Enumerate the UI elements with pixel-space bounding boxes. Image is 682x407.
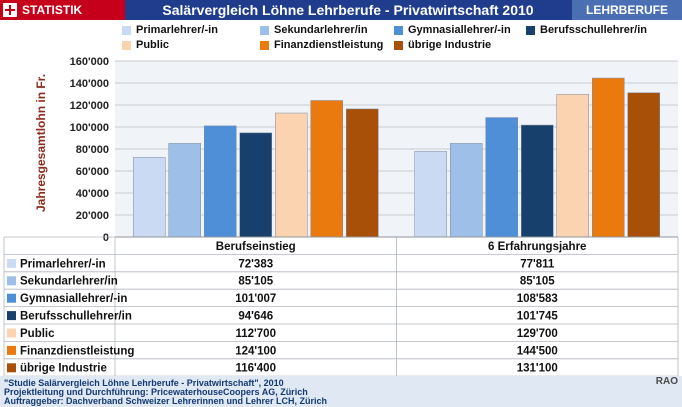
legend-swatch — [260, 41, 269, 50]
legend-label: Primarlehrer/-in — [136, 24, 218, 36]
table-row-name: Sekundarlehrer/in — [20, 276, 118, 288]
legend-label: Finanzdienstleistung — [274, 39, 384, 51]
table-row-name: Gymnasiallehrer/-in — [20, 293, 127, 305]
table-row-name: Primarlehrer/-in — [20, 258, 106, 270]
bar-gymnasiallehrer-in-berufseinstieg — [204, 125, 237, 238]
data-label: 101'007 — [235, 293, 276, 305]
data-label: 129'700 — [517, 328, 558, 340]
table-row-swatch — [7, 276, 16, 286]
legend-label: übrige Industrie — [408, 39, 492, 51]
table-row-swatch — [7, 258, 16, 268]
y-tick-label: 140'000 — [70, 78, 109, 90]
table-row-swatch — [7, 328, 16, 338]
bar-uebrige-industrie-6-erfahrungsjahre — [627, 92, 660, 238]
bar-uebrige-industrie-berufseinstieg — [346, 108, 379, 238]
y-tick-label: 20'000 — [76, 210, 109, 222]
y-tick-label: 80'000 — [76, 144, 109, 156]
section-badge: LEHRBERUFE — [572, 0, 682, 20]
footer-source: "Studie Salärvergleich Löhne Lehrberufe … — [4, 378, 284, 388]
legend-swatch — [122, 26, 131, 35]
table-row-swatch — [7, 293, 16, 303]
data-label: 72'383 — [238, 258, 273, 270]
table-row-swatch — [7, 363, 16, 373]
chart-legend: Primarlehrer/-in Sekundarlehrer/in Gymnasi… — [0, 20, 682, 56]
bar-sekundarlehrer-in-6-erfahrungsjahre — [450, 143, 483, 238]
footer: "Studie Salärvergleich Löhne Lehrberufe … — [0, 376, 682, 407]
legend-swatch — [122, 41, 131, 50]
swiss-cross-icon — [3, 3, 17, 17]
table-row-swatch — [7, 345, 16, 355]
table-row-swatch — [7, 311, 16, 321]
data-table: Berufseinstieg 6 Erfahrungsjahre Primarleh… — [3, 236, 679, 376]
legend-swatch — [526, 26, 535, 35]
bar-finanzdienstleistung-6-erfahrungsjahre — [592, 77, 625, 238]
legend-swatch — [394, 26, 403, 35]
rao-logo: RAO — [655, 376, 678, 387]
bar-primarlehrer-in-6-erfahrungsjahre — [414, 151, 447, 238]
x-category-label: Berufseinstieg — [216, 241, 296, 253]
legend-label: Sekundarlehrer/in — [274, 24, 368, 36]
table-row-name: Berufsschullehrer/in — [20, 311, 132, 323]
legend-label: Gymnasiallehrer/-in — [408, 24, 511, 36]
y-axis-label: Jahresgesamtlohn in Fr. — [34, 74, 48, 212]
data-label: 77'811 — [520, 258, 555, 270]
y-tick-label: 0 — [103, 232, 109, 244]
data-label: 108'583 — [517, 293, 558, 305]
y-tick-label: 40'000 — [76, 188, 109, 200]
header-bar: STATISTIK SCHWEIZ Salärvergleich Löhne L… — [0, 0, 682, 37]
y-tick-label: 60'000 — [76, 166, 109, 178]
legend-swatch — [394, 41, 403, 50]
page-title: Salärvergleich Löhne Lehrberufe - Privat… — [162, 2, 534, 18]
y-tick-label: 160'000 — [70, 56, 109, 68]
bar-public-6-erfahrungsjahre — [556, 94, 589, 238]
bar-public-berufseinstieg — [275, 112, 308, 238]
data-label: 124'100 — [235, 345, 276, 357]
data-label: 85'105 — [238, 276, 273, 288]
bar-berufsschullehrer-in-berufseinstieg — [239, 132, 272, 238]
data-label: 144'500 — [517, 345, 558, 357]
data-label: 112'700 — [236, 328, 276, 340]
bar-primarlehrer-in-berufseinstieg — [133, 157, 166, 238]
bar-sekundarlehrer-in-berufseinstieg — [168, 143, 201, 238]
y-tick-label: 120'000 — [70, 100, 109, 112]
data-label: 131'100 — [517, 363, 558, 375]
bar-gymnasiallehrer-in-6-erfahrungsjahre — [485, 117, 518, 238]
bar-berufsschullehrer-in-6-erfahrungsjahre — [521, 124, 554, 238]
data-label: 116'400 — [236, 363, 276, 375]
table-row-name: Public — [20, 328, 55, 340]
brand-logo: STATISTIK SCHWEIZ — [0, 0, 125, 37]
data-label: 94'646 — [238, 311, 273, 323]
table-row-name: Finanzdienstleistung — [20, 345, 134, 357]
y-tick-label: 100'000 — [70, 122, 109, 134]
footer-client: Auftraggeber: Dachverband Schweizer Lehr… — [4, 396, 328, 406]
bar-finanzdienstleistung-berufseinstieg — [310, 100, 343, 238]
legend-label: Berufsschullehrer/in — [540, 24, 647, 36]
brand-name: STATISTIK SCHWEIZ — [22, 3, 83, 37]
x-category-label: 6 Erfahrungsjahre — [488, 241, 586, 253]
table-row-name: übrige Industrie — [20, 363, 107, 375]
legend-swatch — [260, 26, 269, 35]
legend-label: Public — [136, 39, 170, 51]
plot-area: 0 20'000 40'000 60'000 80'000 100'000 120'000 1… — [70, 56, 678, 244]
data-label: 101'745 — [517, 311, 559, 323]
footer-project: Projektleitung und Durchführung: Pricewa… — [4, 387, 308, 397]
salary-bar-chart: 0 20'000 40'000 60'000 80'000 100'000 120'000 1… — [3, 56, 679, 376]
data-label: 85'105 — [520, 276, 555, 288]
